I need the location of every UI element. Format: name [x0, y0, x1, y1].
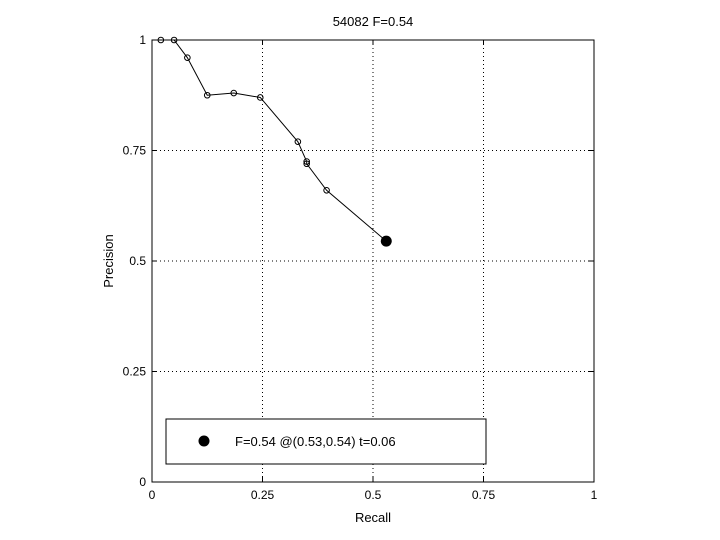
data-series [157, 36, 392, 247]
data-point [294, 138, 302, 145]
legend: F=0.54 @(0.53,0.54) t=0.06 [165, 418, 487, 465]
data-point [203, 91, 211, 99]
best-f-point [380, 235, 392, 247]
x-tick-label: 0.5 [365, 488, 382, 502]
legend-marker-filled-circle [198, 435, 210, 447]
data-point [323, 186, 330, 194]
legend-box [165, 418, 487, 465]
data-point [303, 158, 311, 165]
data-point [184, 54, 191, 61]
x-tick-label: 1 [591, 488, 598, 502]
x-tick-label: 0.25 [251, 488, 275, 502]
axis-ticks: 0 0.25 0.5 0.75 1 0 0.25 0.5 0.75 1 [123, 33, 598, 502]
data-point [230, 89, 238, 97]
data-point [170, 36, 178, 44]
pr-curve-line [160, 39, 387, 242]
x-tick-label: 0.75 [472, 488, 496, 502]
chart-title: 54082 F=0.54 [333, 14, 414, 29]
x-axis-title: Recall [355, 510, 391, 525]
y-tick-label: 0.5 [129, 254, 146, 268]
y-tick-label: 0.75 [123, 144, 147, 158]
data-point [303, 160, 311, 168]
grid-lines [152, 40, 594, 482]
y-tick-label: 0.25 [123, 365, 147, 379]
y-axis-title: Precision [101, 234, 116, 287]
legend-label: F=0.54 @(0.53,0.54) t=0.06 [235, 434, 396, 449]
y-tick-label: 1 [139, 33, 146, 47]
data-point [157, 36, 165, 44]
y-tick-label: 0 [139, 475, 146, 489]
data-point [256, 94, 264, 101]
x-tick-label: 0 [149, 488, 156, 502]
